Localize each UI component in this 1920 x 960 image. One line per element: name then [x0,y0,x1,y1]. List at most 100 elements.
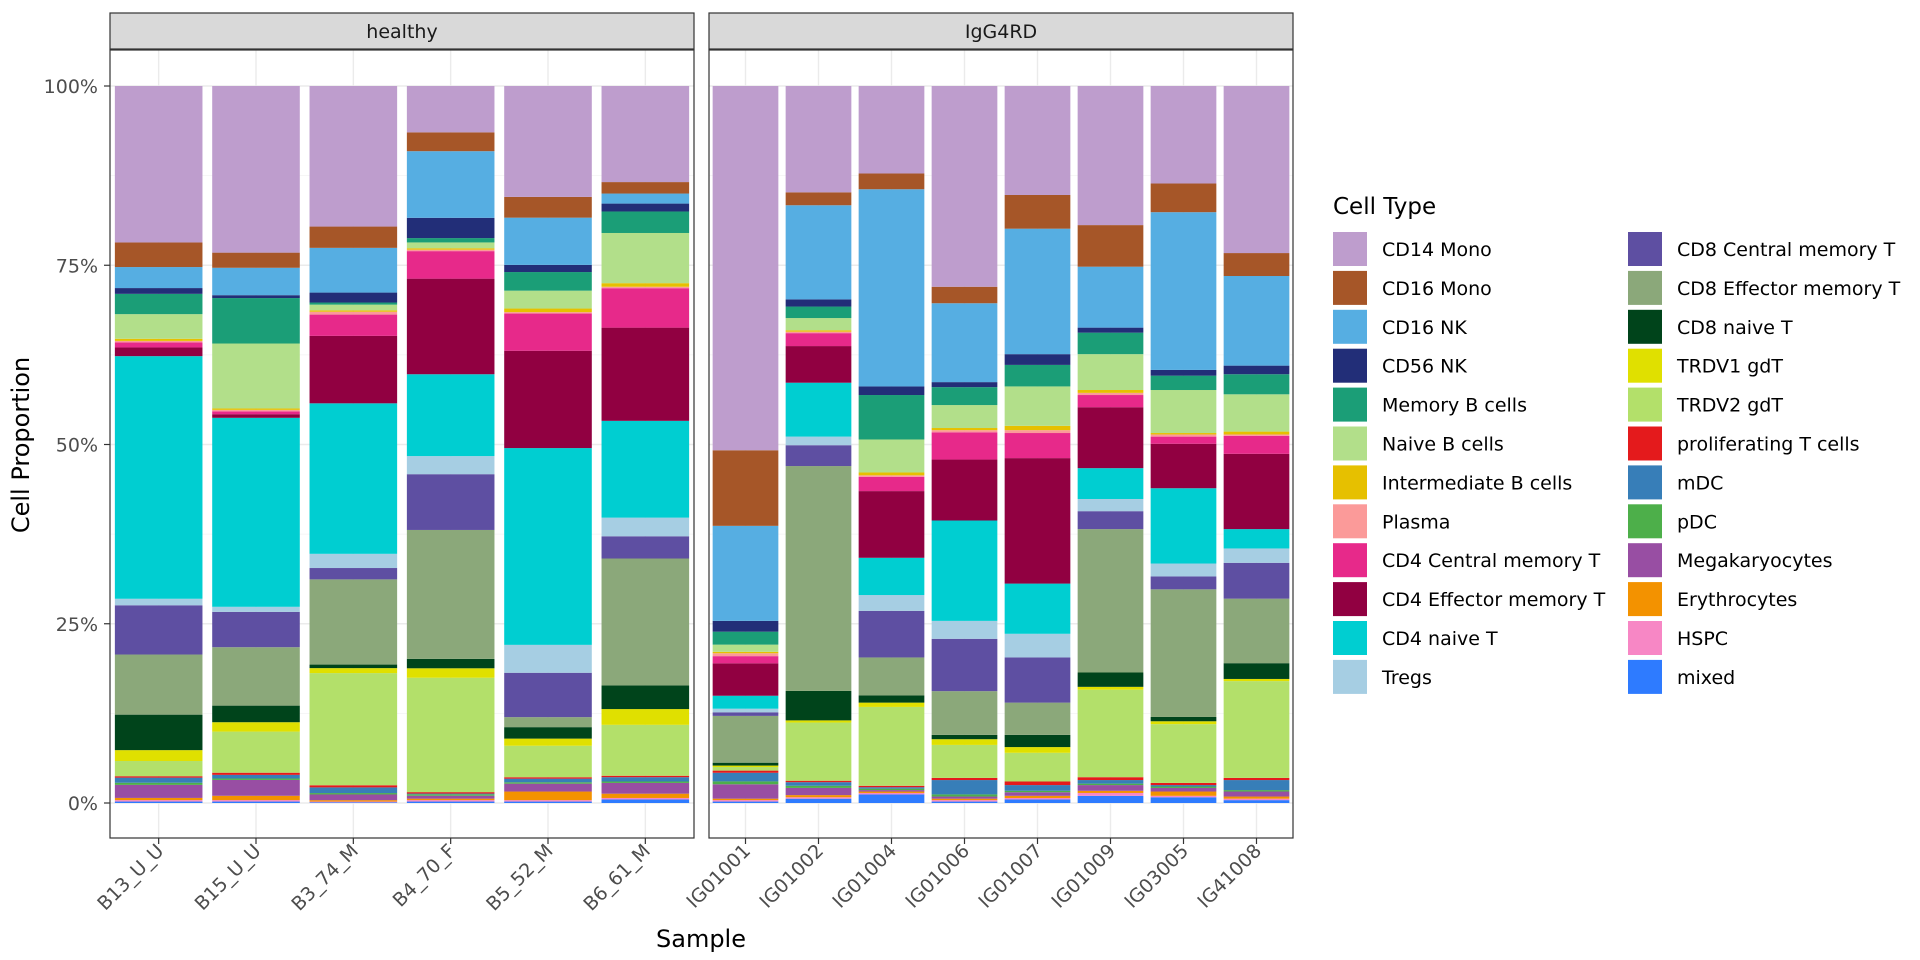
bar-segment: Memory B cells [858,395,925,440]
bar-segment: CD8 naive T [858,695,925,703]
bar-segment: CD8 Effector memory T [601,558,690,686]
bar-segment: CD8 naive T [785,690,852,721]
bar-segment: mixed [114,801,203,803]
legend-item: TRDV1 gdT [1628,348,1783,383]
y-tick-label: 75% [56,255,98,277]
bar-segment: CD8 Effector memory T [858,657,925,696]
bar-segment: proliferating T cells [114,776,203,778]
bar-segment: Tregs [601,517,690,537]
bar-segment: CD4 naive T [712,695,779,709]
bar-segment: Megakaryocytes [1004,792,1071,796]
bar-segment: mixed [504,801,592,803]
bar-segment: mixed [1077,795,1144,803]
bar-segment: CD8 Central memory T [1150,576,1217,590]
bar-segment: CD16 NK [1223,276,1290,366]
legend-item: Memory B cells [1333,387,1527,422]
bar-IG01004: mixedHSPCErythrocytesMegakaryocytespDCmD… [858,86,925,803]
bar-segment: CD4 Central memory T [1150,436,1217,444]
bar-segment: Erythrocytes [309,800,398,802]
bar-segment: TRDV2 gdT [309,673,398,786]
bar-segment: pDC [601,781,690,783]
bar-segment: CD14 Mono [406,86,495,133]
bar-segment: mDC [1223,780,1290,791]
bar-segment: Erythrocytes [601,793,690,798]
bar-segment: CD16 Mono [114,242,203,268]
legend-swatch [1333,232,1367,266]
bar-segment: CD4 Effector memory T [309,335,398,404]
bar-segment: TRDV2 gdT [504,745,592,778]
bar-segment: pDC [504,782,592,784]
bar-segment: mDC [212,774,300,779]
legend-label: Erythrocytes [1677,589,1797,611]
legend-swatch [1333,348,1367,383]
legend-item: Naive B cells [1333,426,1504,461]
bar-segment: Tregs [1223,548,1290,563]
bar-segment: mDC [601,777,690,782]
bar-segment: mixed [406,801,495,803]
bar-segment: Megakaryocytes [931,796,998,799]
bar-segment: Intermediate B cells [1223,431,1290,435]
bar-segment: CD4 naive T [212,417,300,607]
bar-segment: Erythrocytes [212,795,300,801]
bar-segment: CD4 Effector memory T [406,278,495,375]
bar-segment: mDC [712,772,779,782]
bar-segment: Tregs [785,436,852,446]
bar-segment: Tregs [114,598,203,606]
bar-B6_61_M: mixedHSPCErythrocytesMegakaryocytespDCmD… [601,86,690,803]
bar-segment: CD4 Central memory T [1077,395,1144,408]
bar-IG01009: mixedHSPCErythrocytesMegakaryocytespDCmD… [1077,86,1144,803]
bar-segment: Megakaryocytes [1223,791,1290,797]
legend-swatch [1333,387,1367,422]
bar-segment: CD56 NK [712,620,779,632]
bar-segment: CD4 Central memory T [601,288,690,328]
bar-segment: TRDV1 gdT [309,668,398,674]
bar-segment: Memory B cells [1077,332,1144,355]
legend-item: Megakaryocytes [1628,543,1833,578]
bar-segment: CD8 Effector memory T [114,654,203,715]
bar-segment: CD4 naive T [114,356,203,599]
bar-segment: proliferating T cells [1223,777,1290,781]
bar-segment: Intermediate B cells [931,428,998,431]
bar-segment: HSPC [212,800,300,802]
bar-segment: mixed [785,798,852,803]
bar-segment: mDC [1150,785,1217,787]
bar-segment: Erythrocytes [931,798,998,801]
bar-segment: Erythrocytes [785,795,852,798]
bar-segment: Memory B cells [1004,364,1071,387]
bar-segment: HSPC [406,800,495,802]
bar-segment: Naive B cells [601,232,690,284]
bar-segment: Memory B cells [1150,375,1217,391]
bar-segment: Memory B cells [114,293,203,315]
bar-segment: Memory B cells [931,387,998,406]
bar-segment: CD56 NK [858,386,925,396]
bar-segment: TRDV2 gdT [1004,752,1071,782]
bar-segment: CD8 naive T [1004,734,1071,748]
legend-swatch [1628,621,1662,655]
bar-segment: Naive B cells [114,314,203,339]
legend-item: mDC [1628,465,1723,500]
bar-segment: Intermediate B cells [1077,390,1144,393]
bar-segment: Tregs [1077,498,1144,512]
bar-segment: CD14 Mono [1077,86,1144,226]
bar-segment: proliferating T cells [931,777,998,781]
facet-strip-label: IgG4RD [965,21,1037,43]
bar-segment: CD4 Central memory T [114,342,203,348]
legend-item: CD4 naive T [1333,621,1498,655]
bar-B13_U_U: mixedHSPCErythrocytesMegakaryocytespDCmD… [114,86,203,803]
bar-segment: Tregs [309,553,398,569]
bar-segment: TRDV2 gdT [931,744,998,778]
bar-segment: CD8 Effector memory T [1223,598,1290,664]
bar-segment: CD8 Central memory T [212,611,300,648]
bar-segment: TRDV1 gdT [504,738,592,746]
bar-segment: Naive B cells [309,304,398,311]
bar-segment: mixed [309,802,398,803]
bar-segment: CD4 naive T [504,448,592,645]
bar-segment: CD4 Effector memory T [504,350,592,449]
bar-segment: CD14 Mono [114,86,203,243]
legend-item: Erythrocytes [1628,582,1797,617]
bar-segment: Megakaryocytes [406,795,495,799]
bar-segment: CD56 NK [406,217,495,239]
bar-B15_U_U: mixedHSPCErythrocytesMegakaryocytespDCmD… [212,86,300,803]
bar-segment: mDC [931,780,998,795]
bar-segment: proliferating T cells [406,792,495,794]
